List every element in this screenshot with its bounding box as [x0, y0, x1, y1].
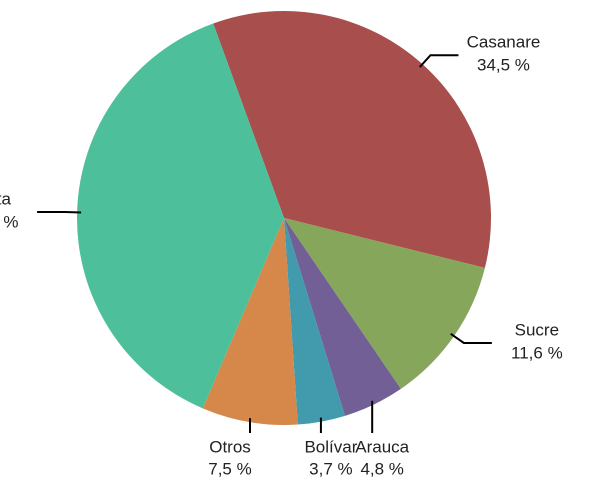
- slice-value: 7,5 %: [208, 459, 251, 478]
- slice-label: Bolívar: [304, 437, 357, 456]
- slice-value: 11,6 %: [511, 343, 563, 362]
- slice-label: Arauca: [355, 437, 409, 456]
- slice-label: Sucre: [515, 320, 559, 339]
- slice-value: 3,7 %: [309, 459, 352, 478]
- slice-label: Casanare: [467, 33, 541, 52]
- slice-value: 34,5 %: [477, 56, 530, 75]
- leader-line: [451, 334, 492, 343]
- slice-value: 4,8 %: [360, 459, 403, 478]
- slice-label: Otros: [209, 437, 251, 456]
- slice-label: Meta: [0, 190, 12, 209]
- leader-line: [420, 55, 459, 67]
- slice-value: 38,1 %: [0, 213, 19, 232]
